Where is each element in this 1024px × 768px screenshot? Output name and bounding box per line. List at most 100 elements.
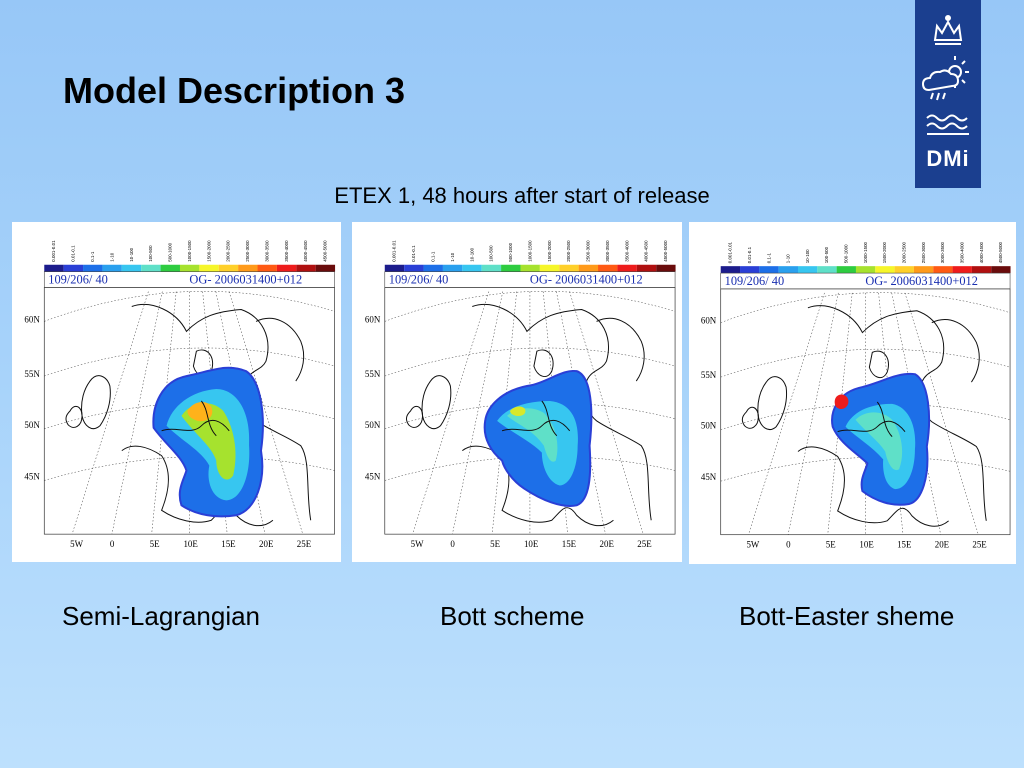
caption-bott-scheme: Bott scheme bbox=[440, 601, 585, 631]
legend-swatch bbox=[778, 266, 798, 274]
legend-label: 3000-3500 bbox=[264, 240, 269, 262]
legend-label: 0.001-0.01 bbox=[51, 240, 56, 262]
longitude-label: 15E bbox=[562, 539, 577, 549]
legend-swatch bbox=[462, 264, 482, 272]
legend-swatch bbox=[894, 266, 914, 274]
concentration-legend: 0.001-0.01 0.01-0.1 0.1-1 1-10 10-100 100-500… bbox=[384, 240, 676, 272]
legend-swatch bbox=[481, 264, 502, 272]
latitude-label: 50N bbox=[701, 421, 717, 431]
legend-swatch bbox=[875, 266, 895, 274]
slide-title: Model Description 3 bbox=[63, 70, 406, 111]
latitude-label: 60N bbox=[24, 314, 40, 324]
latitude-label: 50N bbox=[24, 420, 40, 430]
legend-swatch bbox=[102, 264, 122, 272]
longitude-label: 0 bbox=[786, 540, 791, 550]
legend-label: 2000-2500 bbox=[902, 241, 907, 263]
legend-label: 0.001-0.01 bbox=[728, 241, 733, 263]
legend-label: 4500-5000 bbox=[323, 240, 328, 262]
legend-label: 2000-2500 bbox=[566, 240, 571, 262]
legend-swatch bbox=[817, 266, 837, 274]
map-panel-3: 0.001-0.01 0.01-0.1 0.1-1 1-10 10-100 100-500… bbox=[689, 222, 1016, 564]
legend-label: 0.01-0.1 bbox=[411, 245, 416, 262]
dispersion-map: 0.001-0.01 0.01-0.1 0.1-1 1-10 10-100 100-500… bbox=[24, 240, 336, 549]
slide-subtitle: ETEX 1, 48 hours after start of release bbox=[334, 183, 710, 208]
legend-label: 0.1-1 bbox=[430, 251, 435, 262]
legend-swatch bbox=[759, 266, 779, 274]
concentration-legend: 0.001-0.01 0.01-0.1 0.1-1 1-10 10-100 100-500… bbox=[44, 240, 336, 272]
legend-swatch bbox=[423, 264, 443, 272]
map-panel-2: 0.001-0.01 0.01-0.1 0.1-1 1-10 10-100 100-500… bbox=[352, 222, 682, 562]
legend-swatch bbox=[720, 266, 741, 274]
header-right-text: OG- 2006031400+012 bbox=[530, 273, 643, 287]
legend-label: 0.001-0.01 bbox=[392, 240, 397, 262]
legend-swatch bbox=[991, 266, 1011, 274]
latitude-label: 55N bbox=[701, 370, 717, 380]
legend-swatch bbox=[315, 264, 336, 272]
legend-label: 0.1-1 bbox=[90, 251, 95, 262]
legend-swatch bbox=[160, 264, 180, 272]
longitude-label: 10E bbox=[859, 540, 873, 550]
legend-label: 0.1-1 bbox=[766, 253, 771, 264]
legend-swatch bbox=[141, 264, 161, 272]
dispersion-map: 0.001-0.01 0.01-0.1 0.1-1 1-10 10-100 100-500… bbox=[365, 240, 676, 549]
legend-label: 0.01-0.1 bbox=[71, 245, 76, 262]
legend-swatch bbox=[218, 264, 239, 272]
legend-label: 4500-5000 bbox=[998, 241, 1003, 263]
legend-label: 3500-4000 bbox=[624, 240, 629, 262]
legend-label: 500-1000 bbox=[168, 242, 173, 261]
legend-label: 500-1000 bbox=[508, 242, 513, 261]
latitude-label: 60N bbox=[365, 314, 381, 324]
legend-swatch bbox=[740, 266, 760, 274]
legend-swatch bbox=[520, 264, 540, 272]
longitude-label: 0 bbox=[450, 539, 455, 549]
header-left-text: 109/206/ 40 bbox=[725, 274, 784, 288]
longitude-label: 5E bbox=[490, 539, 500, 549]
legend-label: 2500-3000 bbox=[586, 240, 591, 262]
legend-swatch bbox=[539, 264, 560, 272]
legend-swatch bbox=[276, 264, 297, 272]
longitude-label: 5W bbox=[411, 539, 424, 549]
caption-bott-easter: Bott-Easter sheme bbox=[739, 601, 955, 631]
legend-label: 3000-3500 bbox=[940, 241, 945, 263]
dmi-logo: DMi bbox=[915, 0, 981, 188]
longitude-label: 5W bbox=[746, 540, 759, 550]
legend-swatch bbox=[836, 266, 856, 274]
legend-swatch bbox=[384, 264, 405, 272]
legend-swatch bbox=[199, 264, 219, 272]
legend-label: 3000-3500 bbox=[605, 240, 610, 262]
legend-label: 4500-5000 bbox=[663, 240, 668, 262]
legend-label: 4000-4500 bbox=[979, 241, 984, 263]
map-area bbox=[720, 288, 1011, 536]
crown-icon bbox=[933, 15, 963, 45]
header-left-text: 109/206/ 40 bbox=[389, 273, 449, 287]
tracer-plume bbox=[152, 366, 264, 518]
legend-label: 4000-4500 bbox=[644, 240, 649, 262]
legend-label: 1000-1500 bbox=[527, 240, 532, 262]
legend-label: 1-10 bbox=[786, 254, 791, 263]
legend-swatch bbox=[617, 264, 637, 272]
logo-graphics bbox=[921, 15, 969, 135]
legend-label: 100-500 bbox=[824, 246, 829, 263]
longitude-label: 5E bbox=[150, 539, 160, 549]
legend-label: 10-100 bbox=[805, 249, 810, 263]
legend-label: 2500-3000 bbox=[921, 241, 926, 263]
legend-label: 100-500 bbox=[148, 245, 153, 262]
legend-swatch bbox=[636, 264, 657, 272]
latitude-label: 60N bbox=[701, 316, 717, 326]
map-area bbox=[43, 287, 335, 535]
sun-cloud-icon bbox=[921, 56, 969, 101]
legend-swatch bbox=[404, 264, 424, 272]
legend-label: 3500-4000 bbox=[284, 240, 289, 262]
legend-label: 2500-3000 bbox=[245, 240, 250, 262]
waves-icon bbox=[926, 114, 969, 135]
map-panel-1: 0.001-0.01 0.01-0.1 0.1-1 1-10 10-100 100-500… bbox=[12, 222, 341, 562]
legend-swatch bbox=[257, 264, 277, 272]
legend-label: 1500-2000 bbox=[206, 240, 211, 262]
concentration-legend: 0.001-0.01 0.01-0.1 0.1-1 1-10 10-100 100-500… bbox=[720, 241, 1011, 274]
legend-swatch bbox=[798, 266, 818, 274]
legend-swatch bbox=[83, 264, 103, 272]
legend-swatch bbox=[121, 264, 142, 272]
longitude-label: 10E bbox=[524, 539, 539, 549]
longitude-label: 15E bbox=[221, 539, 236, 549]
legend-swatch bbox=[44, 264, 64, 272]
